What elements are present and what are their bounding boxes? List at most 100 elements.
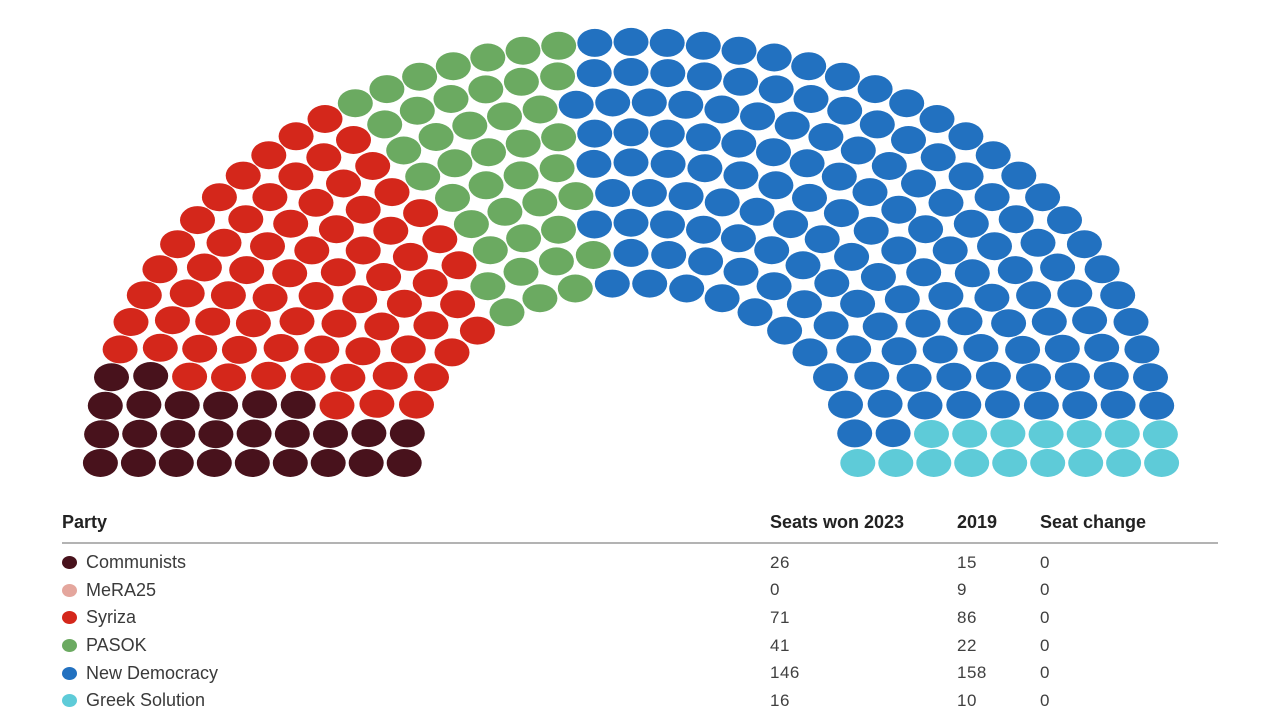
table-row: MeRA25 0 9 0: [62, 577, 1218, 605]
seat-dot: [875, 419, 911, 448]
seat-dot: [804, 225, 840, 254]
seat-dot: [576, 59, 612, 88]
seat-dot: [758, 75, 794, 104]
seat-dot: [737, 298, 773, 327]
seat-dot: [791, 52, 827, 81]
seat-dot: [889, 89, 925, 118]
seat-dot: [823, 199, 859, 228]
seat-dot: [337, 89, 373, 118]
seat-dot: [470, 43, 506, 72]
seat-dot: [242, 390, 278, 419]
party-cell: Greek Solution: [62, 690, 770, 711]
seat-dot: [577, 210, 612, 239]
seat-dot: [1144, 449, 1180, 477]
seat-dot: [905, 309, 941, 338]
seat-dot: [595, 179, 631, 207]
seat-dot: [756, 43, 792, 72]
seat-dot: [263, 334, 299, 362]
seat-dot: [881, 337, 917, 366]
seat-dot: [881, 195, 917, 224]
seat-dot: [298, 282, 334, 310]
table-row: New Democracy 146 158 0: [62, 659, 1218, 687]
table-body: Communists 26 15 0 MeRA25 0 9 0 Syriza: [62, 544, 1218, 715]
seat-dot: [373, 216, 409, 245]
seat-dot: [307, 105, 343, 133]
seat-dot: [828, 390, 863, 419]
seat-dot: [704, 188, 740, 217]
seat-change-value: 0: [1040, 552, 1050, 572]
seat-dot: [773, 210, 809, 239]
seat-dot: [558, 90, 594, 119]
seat-dot: [688, 247, 724, 276]
seat-dot: [541, 31, 577, 60]
table-header-row: Party Seats won 2023 2019 Seat change: [62, 504, 1218, 544]
seat-dot: [470, 272, 506, 301]
seat-dot: [860, 263, 896, 291]
seat-dot: [613, 27, 649, 56]
seat-dot: [650, 59, 686, 88]
seat-dot: [785, 251, 821, 280]
seat-dot: [867, 389, 903, 418]
seat-dot: [997, 256, 1033, 285]
seat-dot: [374, 178, 410, 207]
seat-dot: [1104, 419, 1140, 448]
seat-change-value: 0: [1040, 607, 1050, 627]
seat-dot: [1020, 228, 1056, 257]
seat-dot: [954, 259, 990, 288]
seat-dot: [206, 228, 242, 257]
seat-dot: [650, 210, 685, 239]
seat-dot: [857, 75, 893, 104]
seat-dot: [577, 28, 613, 57]
seat-dot: [160, 230, 196, 259]
parliament-seat-chart: [82, 27, 1180, 477]
seat-dot: [142, 255, 178, 284]
seat-dot: [364, 312, 400, 341]
seat-dot: [1106, 449, 1142, 477]
seat-dot: [853, 216, 889, 245]
seat-dot: [505, 36, 541, 65]
seat-dot: [326, 169, 361, 198]
seat-dot: [947, 307, 983, 336]
seat-dot: [489, 298, 525, 327]
seat-dot: [786, 290, 822, 319]
seat-dot: [313, 420, 348, 448]
party-name: Greek Solution: [86, 690, 206, 711]
seat-dot: [389, 419, 425, 448]
seat-dot: [1142, 420, 1178, 449]
seat-dot: [538, 247, 574, 276]
seat-dot: [1100, 390, 1136, 419]
seat-dot: [813, 311, 849, 340]
seat-dot: [471, 138, 506, 167]
table-row: Greek Solution 16 10 0: [62, 687, 1218, 715]
seat-dot: [437, 149, 473, 178]
seat-dot: [1047, 206, 1082, 235]
seat-dot: [1068, 449, 1104, 477]
seat-dot: [503, 161, 539, 190]
seat-dot: [1057, 279, 1093, 308]
seat-dot: [916, 449, 952, 477]
seat-dot: [974, 283, 1010, 312]
seat-dot: [754, 236, 790, 265]
seat-dot: [906, 258, 942, 287]
seat-dot: [975, 141, 1011, 170]
seat-dot: [821, 162, 857, 191]
results-table: Party Seats won 2023 2019 Seat change Co…: [62, 504, 1218, 715]
seat-dot: [922, 335, 958, 364]
table-row: Communists 26 15 0: [62, 549, 1218, 577]
seat-dot: [348, 449, 384, 477]
seat-dot: [251, 361, 287, 390]
seat-dot: [359, 389, 395, 418]
seat-dot: [668, 182, 704, 211]
seat-dot: [1133, 363, 1168, 392]
seat-dot: [840, 289, 876, 318]
seat-dot: [557, 274, 593, 303]
seat-dot: [272, 259, 308, 288]
seats-2019-value: 158: [957, 663, 987, 683]
seat-dot: [221, 335, 257, 364]
seat-dot: [686, 62, 722, 91]
party-name: MeRA25: [86, 579, 157, 600]
seat-dot: [854, 361, 890, 390]
seats-won-2023-value: 26: [770, 552, 790, 572]
seat-dot: [1084, 333, 1120, 362]
